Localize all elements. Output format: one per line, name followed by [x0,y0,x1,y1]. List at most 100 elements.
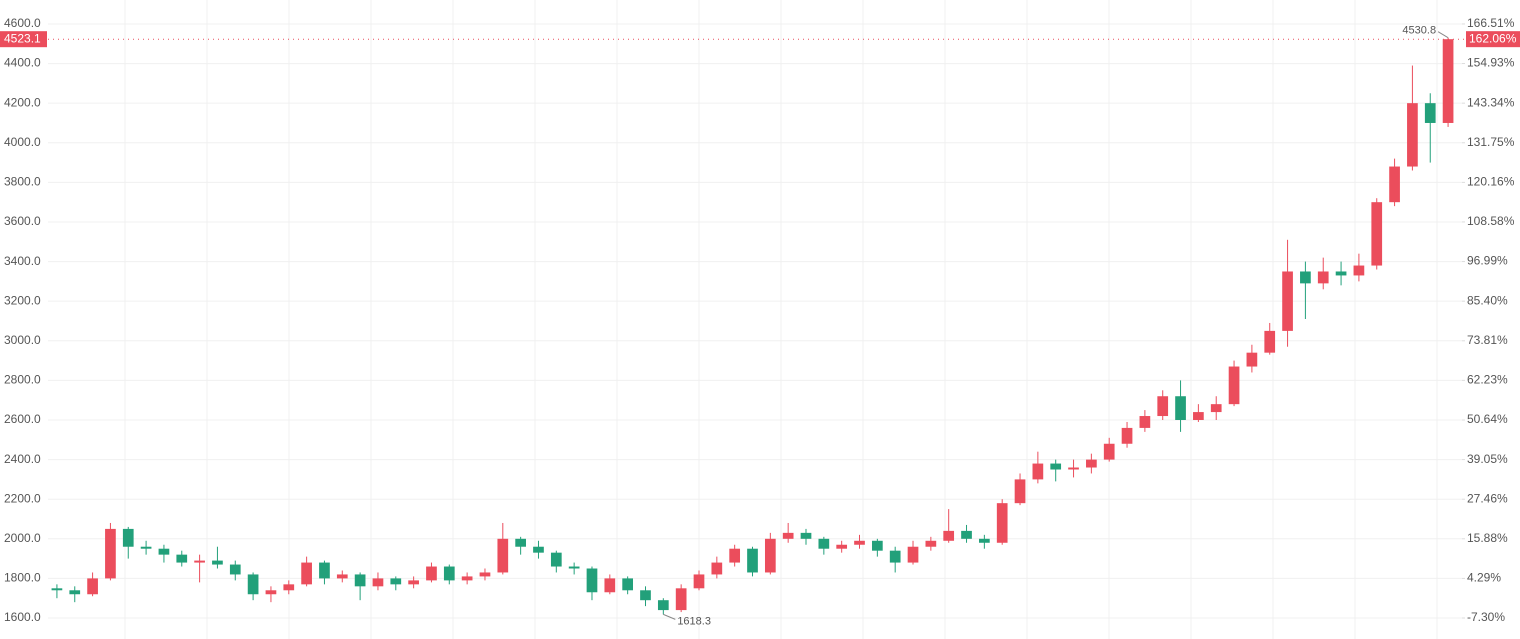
candle-body [105,528,116,579]
y2-tick-label: 120.16% [1467,175,1515,189]
candle-body [996,503,1008,543]
candle-body [122,528,134,547]
candle-body [818,538,830,549]
candle-body [871,540,883,551]
candle-body [1068,467,1079,470]
y2-tick-label: 143.34% [1467,95,1515,109]
y-tick-label: 3400.0 [4,254,41,268]
candle-body [443,566,455,581]
candle-body [69,590,81,595]
y-tick-label: 2400.0 [4,452,41,466]
candle-body [961,530,972,539]
candle-body [319,562,330,579]
candle-body [479,572,491,577]
candle-body [140,546,152,549]
candle-body [1264,330,1276,353]
candle-body [497,538,509,573]
candle-body [247,574,259,595]
candle-body [675,588,687,611]
candle-body [408,580,419,585]
candle-body [836,544,848,549]
candle-body [1389,166,1400,203]
candle-body [265,590,277,595]
candle-body [194,560,205,563]
candle-body [550,552,562,567]
candle-body [568,566,580,569]
y2-tick-label: 62.23% [1467,373,1508,387]
candle-body [1121,427,1133,444]
candle-body [212,560,223,565]
y-tick-label: 2600.0 [4,412,41,426]
y2-tick-label: 85.40% [1467,293,1508,307]
y-tick-label: 3600.0 [4,214,41,228]
y2-tick-label: 96.99% [1467,254,1508,268]
candle-body [1282,271,1293,331]
y-tick-label: 3200.0 [4,293,41,307]
y-tick-label: 1800.0 [4,571,41,585]
candle-body [426,566,437,581]
candle-body [800,532,812,539]
candle-body [1424,103,1436,123]
candle-body [907,546,919,563]
y2-tick-label: -7.30% [1467,610,1505,624]
candle-body [693,574,705,589]
candle-body [283,584,295,591]
candle-body [1050,463,1062,470]
y-tick-label: 1600.0 [4,610,41,624]
candle-body [979,538,990,543]
candle-body [729,548,741,563]
candle-body [1317,271,1329,284]
candle-body [461,576,473,581]
candle-body [1407,103,1418,167]
candle-body [747,548,758,573]
candle-body [1157,396,1169,417]
y2-tick-label: 166.51% [1467,16,1515,30]
candle-body [657,600,669,611]
low-marker-label: 1618.3 [677,615,711,627]
candle-body [1014,479,1026,504]
candle-body [1335,271,1347,276]
y-tick-label: 2200.0 [4,491,41,505]
candle-body [1139,416,1151,428]
y2-tick-label: 73.81% [1467,333,1508,347]
candle-body [533,546,544,553]
last-price-box [0,31,47,48]
candle-body [1103,443,1115,460]
candle-body [1086,459,1097,468]
candle-body [354,574,366,587]
last-change-label: 162.06% [1469,31,1517,45]
y2-tick-label: 154.93% [1467,56,1515,70]
y2-tick-label: 4.29% [1467,571,1501,585]
low-marker-line [663,613,676,620]
last-change-box [1466,31,1520,48]
y2-tick-label: 108.58% [1467,214,1515,228]
candle-body [1210,404,1222,413]
y-tick-label: 3000.0 [4,333,41,347]
candle-body [604,578,616,593]
candle-body [515,538,526,547]
candle-body [622,578,634,591]
high-marker-label: 4530.8 [1402,25,1436,37]
candle-body [1228,366,1240,405]
candle-body [711,562,723,575]
candle-body [1300,271,1311,284]
candle-body [301,562,312,585]
candle-body [51,588,63,591]
candle-body [1193,412,1204,420]
candle-body [889,550,901,563]
y-tick-label: 2000.0 [4,531,41,545]
candle-body [925,540,937,547]
candle-body [229,564,241,575]
candle-body [176,554,188,563]
y2-tick-label: 131.75% [1467,135,1515,149]
y-tick-label: 3800.0 [4,175,41,189]
candle-body [336,574,348,579]
candle-body [586,568,598,593]
y-tick-label: 4600.0 [4,16,41,30]
candle-body [640,590,651,601]
y2-tick-label: 27.46% [1467,491,1508,505]
candle-body [1371,202,1383,266]
y-tick-label: 4000.0 [4,135,41,149]
candle-body [764,538,776,573]
